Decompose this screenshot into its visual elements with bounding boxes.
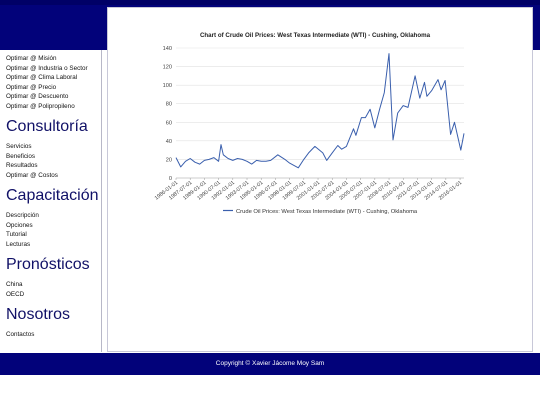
sidebar-link-beneficios[interactable]: Beneficios: [6, 152, 36, 160]
header-edge: [0, 0, 540, 5]
sidebar-link-oecd[interactable]: OECD: [6, 290, 25, 298]
section-consultoria: Consultoría: [6, 117, 88, 137]
chart-title: Chart of Crude Oil Prices: West Texas In…: [200, 32, 431, 39]
sidebar-link-servicios[interactable]: Servicios: [6, 143, 32, 150]
chart-legend: Crude Oil Prices: West Texas Intermediat…: [223, 209, 418, 215]
chart-x-axis: 1986-01-011987-07-011989-01-011990-07-01…: [154, 178, 463, 202]
sidebar: Optimar @ Misión Optimar @ Industria o S…: [0, 50, 102, 352]
series-line-wti: [175, 53, 465, 169]
chart-y-axis: 0 20 40 60 80 100 120 140: [163, 46, 172, 182]
section-consultoria-links: Servicios Beneficios Resultados Optimar …: [6, 142, 58, 180]
chart-gridlines: [176, 47, 464, 179]
sidebar-link-costos[interactable]: Optimar @ Costos: [6, 171, 58, 179]
sidebar-link-china[interactable]: China: [6, 281, 23, 288]
y-tick-label: 120: [163, 65, 172, 71]
sidebar-link-opciones[interactable]: Opciones: [6, 221, 33, 229]
section-pronosticos: Pronósticos: [6, 255, 90, 275]
section-capacitacion: Capacitación: [6, 186, 99, 206]
section-heading-pronosticos: Pronósticos: [6, 256, 90, 273]
section-nosotros: Nosotros: [6, 305, 70, 325]
y-tick-label: 20: [166, 157, 172, 163]
sidebar-link-descuento[interactable]: Optimar @ Descuento: [6, 93, 69, 101]
sidebar-link-resultados[interactable]: Resultados: [6, 162, 38, 170]
sidebar-top-links: Optimar @ Misión Optimar @ Industria o S…: [6, 54, 88, 112]
legend-label: Crude Oil Prices: West Texas Intermediat…: [236, 209, 418, 215]
sidebar-link-tutorial[interactable]: Tutorial: [6, 231, 27, 239]
y-tick-label: 100: [163, 83, 172, 89]
sidebar-link-mision[interactable]: Optimar @ Misión: [6, 55, 57, 62]
copyright-text: Copyright © Xavier Jácome Moy Sam: [215, 360, 325, 367]
section-heading-nosotros: Nosotros: [6, 306, 71, 323]
sidebar-link-polipropileno[interactable]: Optimar @ Polipropileno: [6, 102, 75, 110]
section-pronosticos-links: China OECD: [6, 280, 24, 299]
y-tick-label: 80: [166, 102, 172, 108]
section-heading-consultoria: Consultoría: [6, 118, 88, 135]
y-tick-label: 140: [163, 46, 172, 52]
footer: Copyright © Xavier Jácome Moy Sam: [0, 353, 540, 375]
y-tick-label: 40: [166, 139, 172, 145]
sidebar-link-descripcion[interactable]: Descripción: [6, 212, 39, 219]
sidebar-link-contactos[interactable]: Contactos: [6, 331, 35, 338]
section-nosotros-links: Contactos: [6, 330, 34, 340]
oil-price-chart: Chart of Crude Oil Prices: West Texas In…: [154, 32, 465, 215]
sidebar-link-clima-laboral[interactable]: Optimar @ Clima Laboral: [6, 74, 78, 82]
y-tick-label: 0: [169, 176, 172, 182]
section-heading-capacitacion: Capacitación: [6, 187, 99, 204]
y-tick-label: 60: [166, 120, 172, 126]
section-capacitacion-links: Descripción Opciones Tutorial Lecturas: [6, 211, 39, 249]
main-content-panel: Chart of Crude Oil Prices: West Texas In…: [107, 7, 533, 352]
sidebar-link-precio[interactable]: Optimar @ Precio: [6, 83, 57, 91]
sidebar-link-lecturas[interactable]: Lecturas: [6, 240, 31, 248]
sidebar-link-industria[interactable]: Optimar @ Industria o Sector: [6, 64, 88, 72]
